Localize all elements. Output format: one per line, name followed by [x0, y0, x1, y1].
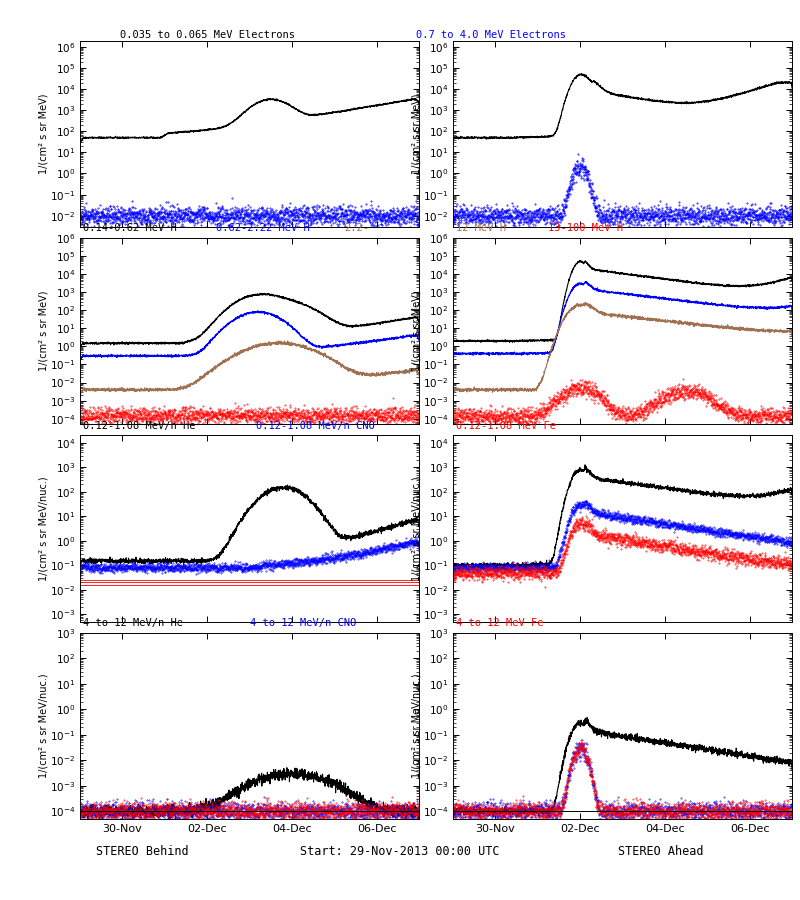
Text: STEREO Ahead: STEREO Ahead	[618, 845, 704, 858]
Y-axis label: 1/(cm² s sr MeV/nuc.): 1/(cm² s sr MeV/nuc.)	[38, 476, 48, 580]
Text: 0.12-1.08 MeV/n CNO: 0.12-1.08 MeV/n CNO	[256, 420, 375, 431]
Y-axis label: 1/(cm² s sr MeV/nuc.): 1/(cm² s sr MeV/nuc.)	[38, 673, 48, 778]
Text: Start: 29-Nov-2013 00:00 UTC: Start: 29-Nov-2013 00:00 UTC	[300, 845, 500, 858]
Y-axis label: 1/(cm² s sr MeV/nuc.): 1/(cm² s sr MeV/nuc.)	[411, 476, 422, 580]
Text: STEREO Behind: STEREO Behind	[96, 845, 189, 858]
Text: 0.7 to 4.0 MeV Electrons: 0.7 to 4.0 MeV Electrons	[416, 30, 566, 40]
Text: 0.12-1.08 MeV Fe: 0.12-1.08 MeV Fe	[456, 420, 556, 431]
Text: 4 to 12 MeV Fe: 4 to 12 MeV Fe	[456, 618, 544, 628]
Y-axis label: 1/(cm² s sr MeV): 1/(cm² s sr MeV)	[411, 94, 422, 174]
Text: 0.62-2.22 MeV H: 0.62-2.22 MeV H	[216, 223, 310, 233]
Y-axis label: 1/(cm² s sr MeV/nuc.): 1/(cm² s sr MeV/nuc.)	[411, 673, 421, 778]
Text: 13-100 MeV H: 13-100 MeV H	[548, 223, 623, 233]
Text: 0.035 to 0.065 MeV Electrons: 0.035 to 0.065 MeV Electrons	[120, 30, 295, 40]
Y-axis label: 1/(cm² s sr MeV): 1/(cm² s sr MeV)	[38, 94, 48, 174]
Text: 4 to 12 MeV/n CNO: 4 to 12 MeV/n CNO	[250, 618, 356, 628]
Y-axis label: 1/(cm² s sr MeV): 1/(cm² s sr MeV)	[38, 291, 48, 372]
Text: 0.12-1.08 MeV/n He: 0.12-1.08 MeV/n He	[83, 420, 196, 431]
Text: 12 MeV H: 12 MeV H	[456, 223, 506, 233]
Text: 4 to 12 MeV/n He: 4 to 12 MeV/n He	[83, 618, 183, 628]
Y-axis label: 1/(cm² s sr MeV): 1/(cm² s sr MeV)	[411, 291, 421, 372]
Text: 2.2-: 2.2-	[345, 223, 370, 233]
Text: 0.14-0.62 MeV H: 0.14-0.62 MeV H	[83, 223, 177, 233]
